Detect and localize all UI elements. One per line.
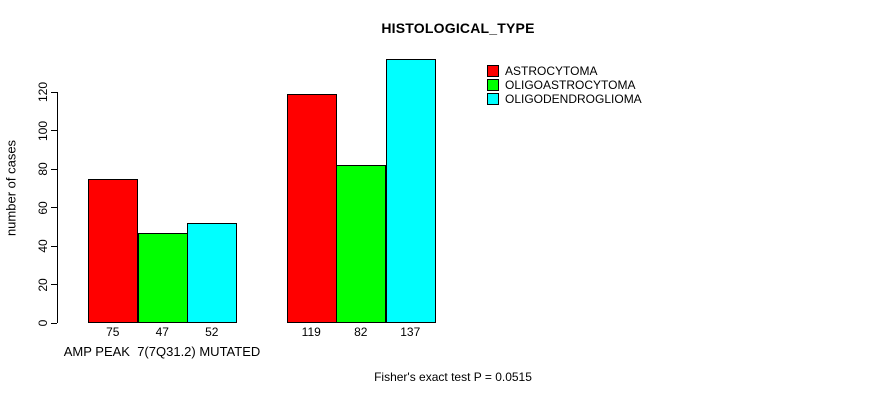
chart-title: HISTOLOGICAL_TYPE (381, 20, 535, 36)
bar-value-label: 47 (155, 325, 169, 339)
y-axis-tick (51, 207, 57, 208)
y-axis-tick-label: 80 (36, 162, 50, 176)
bar-astrocytoma (286, 93, 337, 323)
legend-item-oligoastrocytoma: OLIGOASTROCYTOMA (487, 79, 642, 91)
bar-value-label: 82 (354, 325, 368, 339)
y-axis-tick (51, 322, 57, 324)
legend-item-oligodendroglioma: OLIGODENDROGLIOMA (487, 93, 642, 105)
legend-label: OLIGOASTROCYTOMA (505, 78, 636, 92)
y-axis-tick (51, 245, 57, 247)
group-label: AMP PEAK 7(7Q31.2) MUTATED (63, 344, 261, 359)
bar-oligoastrocytoma (336, 165, 386, 323)
legend-label: ASTROCYTOMA (505, 64, 598, 78)
legend-swatch (487, 65, 499, 77)
y-axis-tick-label: 20 (36, 277, 50, 292)
legend-item-astrocytoma: ASTROCYTOMA (487, 65, 642, 77)
y-axis-tick-label: 100 (36, 120, 50, 141)
y-axis-label: number of cases (3, 139, 19, 237)
y-axis-tick-label: 60 (36, 200, 50, 215)
y-axis-tick-label: 120 (36, 81, 50, 103)
y-axis-tick-label: 0 (36, 319, 50, 327)
y-axis-tick (51, 91, 57, 93)
y-axis-tick-label: 40 (36, 239, 50, 253)
y-axis-tick (51, 284, 57, 285)
legend: ASTROCYTOMA OLIGOASTROCYTOMA OLIGODENDROGL… (487, 65, 642, 105)
legend-swatch (487, 79, 499, 91)
y-axis-tick (51, 168, 57, 170)
bar-oligodendroglioma (187, 222, 237, 323)
bar-value-label: 52 (205, 325, 219, 339)
y-axis-line (57, 92, 58, 323)
bar-value-label: 75 (106, 325, 120, 339)
legend-swatch (487, 93, 499, 105)
bar-value-label: 119 (301, 325, 321, 339)
bar-astrocytoma (88, 178, 138, 323)
bar-oligoastrocytoma (137, 232, 188, 323)
bar-oligodendroglioma (385, 59, 436, 323)
y-axis-tick (51, 130, 57, 131)
p-value-annotation: Fisher's exact test P = 0.0515 (374, 370, 532, 384)
legend-label: OLIGODENDROGLIOMA (505, 92, 642, 106)
bar-value-label: 137 (400, 325, 421, 339)
